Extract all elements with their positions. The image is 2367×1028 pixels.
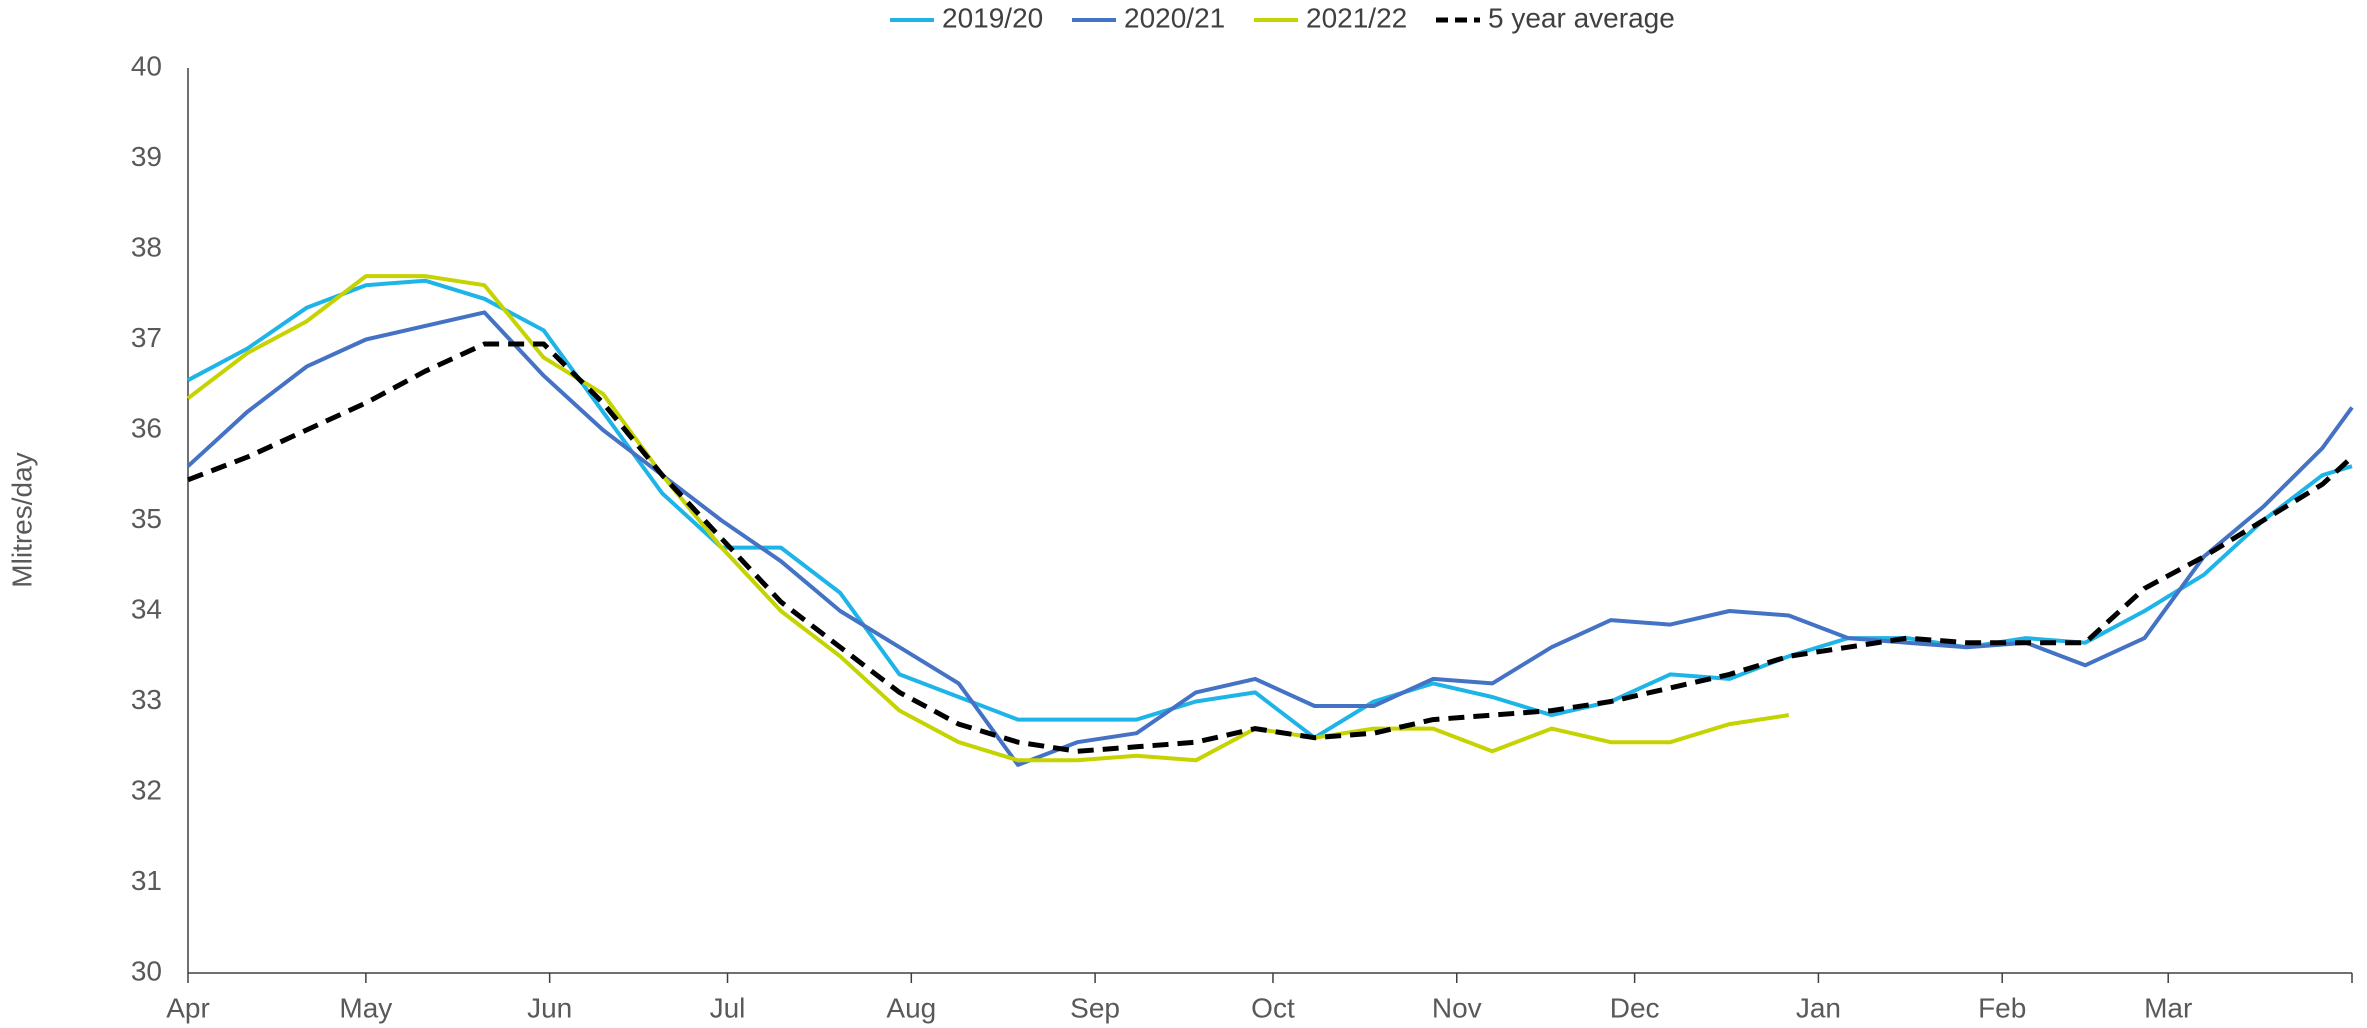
series-line [186,274,1790,763]
legend-label: 2021/22 [1306,2,1407,33]
x-tick-label: Aug [886,992,936,1023]
series-line [187,278,2353,740]
x-tick-label: Sep [1070,992,1120,1023]
y-tick-label: 32 [131,774,162,805]
x-tick-label: May [339,992,392,1023]
x-tick-label: Jun [527,992,572,1023]
y-tick-label: 34 [131,593,162,624]
y-tick-label: 33 [131,684,162,715]
y-tick-label: 40 [131,50,162,81]
x-tick-label: Jul [710,992,746,1023]
y-tick-label: 30 [131,955,162,986]
y-axis-label: Mlitres/day [6,452,37,587]
x-tick-label: Nov [1432,992,1482,1023]
legend-label: 2019/20 [942,2,1043,33]
y-tick-label: 36 [131,412,162,443]
y-tick-label: 31 [131,865,162,896]
x-tick-label: Oct [1251,992,1295,1023]
x-tick-label: Apr [166,992,210,1023]
y-tick-label: 37 [131,322,162,353]
x-tick-label: Feb [1978,992,2026,1023]
legend-label: 5 year average [1488,2,1675,33]
legend-label: 2020/21 [1124,2,1225,33]
x-tick-label: Jan [1796,992,1841,1023]
x-tick-label: Dec [1610,992,1660,1023]
y-tick-label: 39 [131,141,162,172]
series-line [187,341,2354,754]
y-tick-label: 35 [131,503,162,534]
y-tick-label: 38 [131,231,162,262]
series-line [186,310,2354,767]
legend: 2019/20 2020/21 2021/22 5 year average [890,2,1675,33]
x-tick-label: Mar [2144,992,2192,1023]
